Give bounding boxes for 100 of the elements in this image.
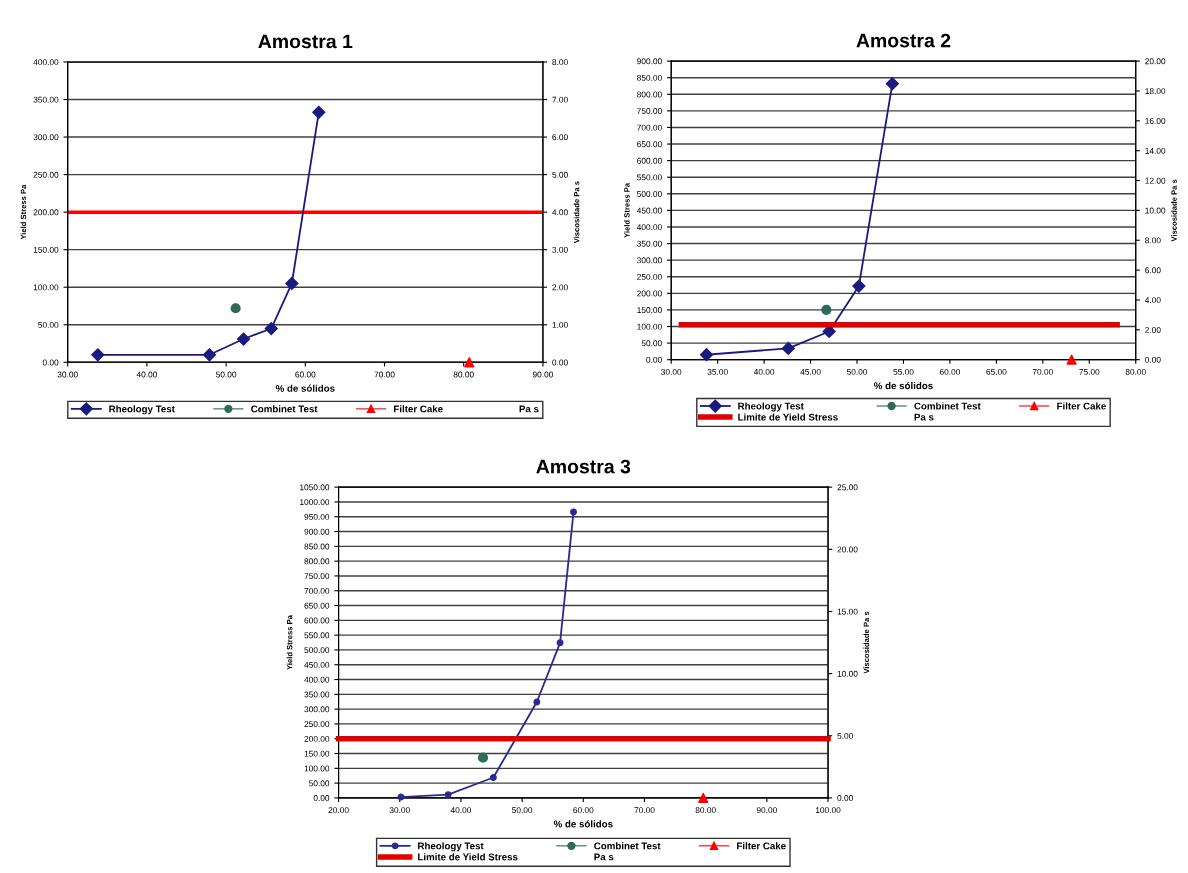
y2-tick-label: 3.00 xyxy=(552,246,568,253)
text: Pa s xyxy=(519,405,539,413)
legend-label: Combinet Test xyxy=(251,405,318,413)
x-tick-label: 30.00 xyxy=(57,371,78,378)
y-tick-label: 100.00 xyxy=(33,284,59,291)
y-tick-label: 200.00 xyxy=(637,290,662,297)
y-tick-label: 0.00 xyxy=(646,356,662,363)
y-tick-label: 1050.00 xyxy=(300,484,330,491)
point xyxy=(312,105,326,119)
y-tick-label: 300.00 xyxy=(304,706,330,713)
y-tick-label: 250.00 xyxy=(637,273,662,280)
point xyxy=(464,357,475,368)
y-tick-label: 500.00 xyxy=(637,191,662,197)
point xyxy=(264,321,278,336)
y-tick-label: 150.00 xyxy=(304,750,330,757)
legend-label: Combinet Test xyxy=(914,402,981,410)
legend-label: Rheology Test xyxy=(109,405,175,415)
chart-title: Amostra 3 xyxy=(536,459,631,474)
point xyxy=(821,304,832,316)
legend-label: Rheology Test xyxy=(738,402,804,412)
y2-tick-label: 10.00 xyxy=(1145,207,1166,214)
y-tick-label: 750.00 xyxy=(304,573,330,580)
x-tick-label: 75.00 xyxy=(1079,368,1100,375)
point xyxy=(885,77,899,91)
x-tick-label: 90.00 xyxy=(756,807,777,814)
y-tick-label: 800.00 xyxy=(304,558,330,565)
point xyxy=(91,348,105,362)
y2-tick-label: 6.00 xyxy=(552,134,568,141)
chart-title: Amostra 1 xyxy=(258,34,353,49)
y-tick-label: 900.00 xyxy=(637,58,662,65)
y2-tick-label: 8.00 xyxy=(552,59,568,66)
y2-tick-label: 4.00 xyxy=(1144,297,1161,304)
y-tick-label: 800.00 xyxy=(637,91,662,98)
y-tick-label: 650.00 xyxy=(637,141,662,148)
y-tick-label: 550.00 xyxy=(304,632,330,639)
y-tick-label: 600.00 xyxy=(304,617,330,624)
y-tick-label: 350.00 xyxy=(637,240,662,247)
y-tick-label: 50.00 xyxy=(641,340,662,347)
x-tick-label: 50.00 xyxy=(216,371,237,378)
point xyxy=(852,279,866,293)
y-tick-label: 150.00 xyxy=(33,246,59,253)
y-tick-label: 850.00 xyxy=(304,543,330,550)
y-tick-label: 350.00 xyxy=(33,96,59,103)
y2-tick-label: 8.00 xyxy=(1145,237,1161,244)
y2-tick-label: 2.00 xyxy=(552,284,568,291)
y2-tick-label: 16.00 xyxy=(1145,118,1166,124)
x-tick-label: 80.00 xyxy=(695,807,716,814)
point xyxy=(556,639,564,647)
y-tick-label: 700.00 xyxy=(637,124,662,131)
y-tick-label: 1000.00 xyxy=(300,499,330,506)
y2-tick-label: 0.00 xyxy=(837,795,853,802)
x-axis-title: % de sólidos xyxy=(275,384,335,392)
y-tick-label: 400.00 xyxy=(304,676,330,683)
x-tick-label: 20.00 xyxy=(328,807,349,814)
y-tick-label: 250.00 xyxy=(304,721,330,728)
y2-tick-label: 12.00 xyxy=(1145,177,1166,184)
text: Pa s xyxy=(594,853,614,861)
point xyxy=(1066,354,1077,365)
y2-tick-label: 10.00 xyxy=(837,670,858,677)
legend-label: Filter Cake xyxy=(737,842,786,850)
x-axis-title: % de sólidos xyxy=(874,381,933,390)
x-tick-label: 100.00 xyxy=(815,807,841,814)
y-tick-label: 700.00 xyxy=(304,587,330,594)
point xyxy=(781,341,795,355)
y-tick-label: 100.00 xyxy=(637,323,662,330)
point xyxy=(202,348,217,362)
x-tick-label: 70.00 xyxy=(374,371,395,378)
y-tick-label: 200.00 xyxy=(33,209,59,216)
y2-tick-label: 18.00 xyxy=(1145,88,1166,95)
point xyxy=(533,698,541,706)
x-tick-label: 70.00 xyxy=(1032,368,1053,375)
y-tick-label: 950.00 xyxy=(304,513,330,520)
point xyxy=(444,791,452,799)
y2-tick-label: 0.00 xyxy=(552,359,568,366)
y-tick-label: 0.00 xyxy=(313,795,330,802)
x-tick-label: 35.00 xyxy=(707,368,728,375)
x-tick-label: 40.00 xyxy=(753,368,775,375)
legend-label: Rheology Test xyxy=(418,842,484,852)
y2-tick-label: 0.00 xyxy=(1145,356,1161,363)
y2-tick-label: 5.00 xyxy=(837,732,853,739)
point xyxy=(230,303,241,314)
y2-tick-label: 4.00 xyxy=(552,209,568,216)
x-tick-label: 30.00 xyxy=(661,368,682,375)
x-axis-title: % de sólidos xyxy=(553,820,613,828)
x-tick-label: 60.00 xyxy=(939,368,961,375)
x-tick-label: 50.00 xyxy=(512,807,533,814)
y2-tick-label: 20.00 xyxy=(837,546,858,553)
y2-tick-label: 20.00 xyxy=(1145,58,1166,65)
x-tick-label: 40.00 xyxy=(136,371,158,378)
y-tick-label: 450.00 xyxy=(304,661,330,668)
x-tick-label: 45.00 xyxy=(800,368,821,375)
x-tick-label: 50.00 xyxy=(846,368,868,375)
legend-label: Combinet Test xyxy=(594,842,661,850)
x-tick-label: 65.00 xyxy=(986,368,1007,375)
y-tick-label: 250.00 xyxy=(33,171,59,178)
point xyxy=(489,774,497,781)
y-tick-label: 400.00 xyxy=(636,224,662,231)
x-tick-label: 40.00 xyxy=(450,807,472,814)
point xyxy=(477,752,489,763)
point xyxy=(236,332,251,346)
